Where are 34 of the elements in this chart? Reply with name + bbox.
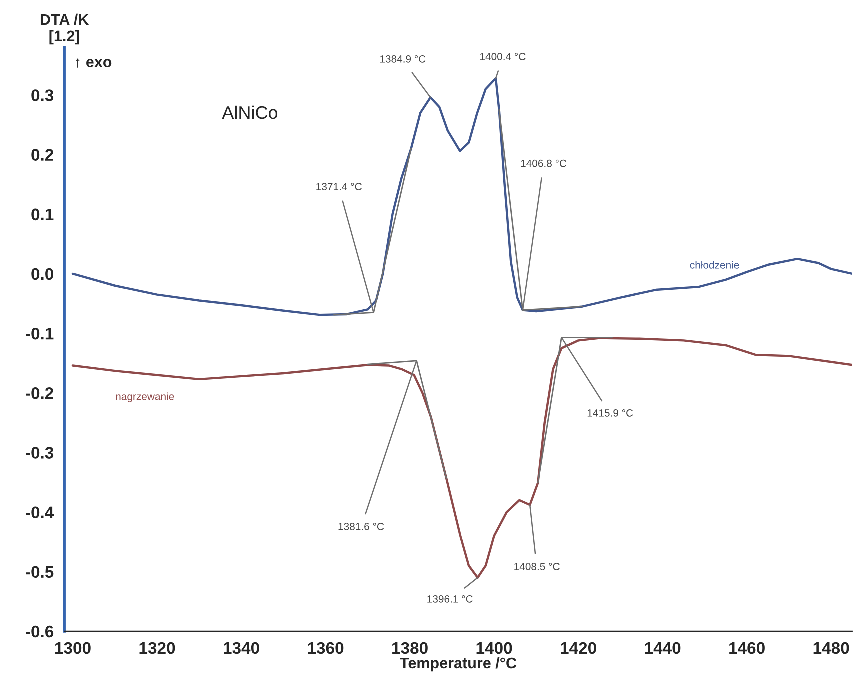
x-tick-label: 1340: [224, 642, 260, 654]
annotation: 1408.5 °C: [514, 563, 560, 570]
annotation: ↑ exo: [76, 58, 112, 68]
x-tick-label: 1380: [392, 642, 428, 654]
y-tick-label: 0.3: [32, 90, 54, 102]
y-tick-label: 0.0: [32, 268, 54, 280]
y-axis-title: DTA /K [1.2]: [40, 14, 90, 45]
annotation: 1400.4 °C: [480, 53, 526, 60]
y-tick-label: -0.4: [26, 506, 54, 518]
x-tick-label: 1300: [56, 642, 91, 654]
y-tick-label: -0.1: [26, 328, 54, 340]
y-tick-label: -0.2: [26, 388, 54, 400]
x-tick-label: 1440: [645, 642, 681, 654]
x-axis-title: Temperature /°C: [400, 657, 517, 672]
x-tick-label: 1420: [561, 642, 596, 654]
annotation: 1371.4 °C: [316, 183, 362, 190]
series-label: chłodzenie: [690, 261, 740, 269]
x-tick-label: 1400: [476, 642, 512, 654]
y-tick-label: -0.3: [26, 447, 54, 459]
y-tick-label: -0.5: [26, 566, 54, 578]
x-tick-label: 1460: [730, 642, 765, 654]
series-label: nagrzewanie: [116, 392, 174, 402]
y-tick-label: 0.1: [32, 208, 54, 221]
x-tick-label: 1320: [140, 642, 176, 654]
annotation: 1406.8 °C: [521, 160, 567, 168]
annotation: 1381.6 °C: [338, 523, 384, 530]
x-tick-label: 1360: [308, 642, 344, 654]
annotation: 1384.9 °C: [380, 56, 426, 63]
x-tick-label: 1480: [814, 642, 850, 654]
annotation: 1396.1 °C: [428, 595, 473, 603]
annotation: 1415.9 °C: [588, 410, 634, 417]
annotation: AlNiCo: [222, 106, 278, 120]
y-tick-label: 0.2: [32, 149, 54, 161]
y-tick-label: -0.6: [26, 626, 54, 638]
